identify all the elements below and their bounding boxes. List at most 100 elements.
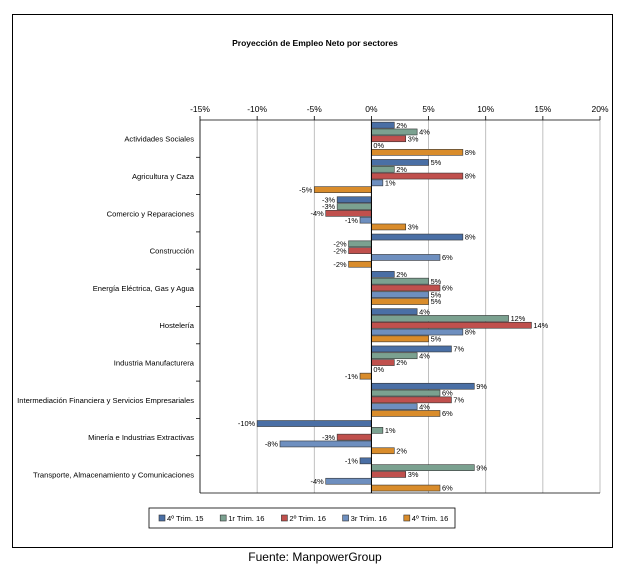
data-label: 3% (408, 223, 419, 232)
data-label: 1% (385, 426, 396, 435)
x-tick-label: 10% (477, 104, 494, 114)
bar (256, 420, 372, 427)
bar (371, 447, 395, 455)
data-label: 6% (442, 409, 453, 418)
x-tick-label: -15% (190, 104, 210, 114)
bar (336, 433, 372, 441)
bar (371, 254, 441, 261)
category-label: Hostelería (159, 321, 194, 330)
data-label: 6% (442, 389, 453, 398)
bar (313, 186, 372, 193)
source-note: Fuente: ManpowerGroup (248, 550, 382, 564)
data-label: 9% (476, 382, 487, 391)
data-label: -2% (333, 239, 347, 248)
axes: -15% -10% -5% 0% 5% 10% 15% 20% Actividades Soci… (17, 104, 609, 494)
bar (371, 345, 452, 353)
bar (348, 260, 372, 268)
legend[interactable]: 4º Trim. 15 1r Trim. 16 2º Trim. 16 3r Trim… (148, 507, 456, 529)
x-tick-label: 20% (591, 104, 608, 114)
bar (371, 389, 441, 397)
legend-swatch[interactable] (342, 514, 349, 522)
bar (371, 321, 532, 329)
data-label: 2% (396, 165, 407, 174)
bar (371, 179, 384, 187)
data-label: 4% (419, 351, 430, 360)
bar (371, 335, 429, 343)
bar (371, 403, 418, 410)
bar (371, 427, 384, 434)
legend-label[interactable]: 4º Trim. 15 (167, 514, 204, 523)
legend-box (148, 507, 456, 529)
legend-swatch[interactable] (158, 514, 166, 522)
data-label: 4% (419, 402, 430, 411)
data-label: -8% (265, 440, 279, 449)
x-tick-label: -5% (307, 104, 323, 114)
data-label: 6% (442, 484, 453, 493)
bar (359, 216, 372, 224)
data-label: 4% (419, 307, 430, 316)
data-label: -2% (333, 246, 347, 255)
bar (359, 372, 372, 380)
category-label: Minería e Industrias Extractivas (88, 433, 194, 442)
data-label: -3% (322, 195, 336, 204)
data-label: 0% (373, 365, 384, 374)
bar (336, 196, 372, 204)
x-tick-label: 0% (365, 104, 378, 114)
data-label: 7% (453, 395, 464, 404)
bar (325, 477, 372, 485)
legend-label[interactable]: 4º Trim. 16 (412, 514, 449, 523)
category-label: Comercio y Reparaciones (107, 209, 195, 218)
bar (371, 396, 452, 404)
data-label: 5% (431, 290, 442, 299)
bar (371, 464, 475, 471)
bar (371, 233, 464, 241)
data-label: 2% (396, 121, 407, 130)
legend-swatch[interactable] (403, 514, 411, 522)
data-label: 8% (465, 328, 476, 337)
category-label: Transporte, Almacenamiento y Comunicacio… (33, 470, 194, 479)
data-label: -3% (322, 202, 336, 211)
category-label: Agricultura y Caza (132, 172, 195, 181)
data-label: 6% (442, 253, 453, 262)
legend-label[interactable]: 1r Trim. 16 (228, 514, 264, 523)
bar (359, 457, 372, 465)
data-label: 8% (465, 172, 476, 181)
data-label: 5% (431, 334, 442, 343)
data-label: 5% (431, 297, 442, 306)
legend-swatch[interactable] (281, 514, 288, 522)
bar (371, 328, 464, 336)
data-label: -4% (311, 209, 325, 218)
bar (371, 484, 441, 492)
category-label: Intermediación Financiera y Servicios Em… (17, 396, 194, 405)
bar (371, 277, 429, 285)
data-label: -10% (238, 419, 256, 428)
data-label: 9% (476, 463, 487, 472)
bar (348, 247, 372, 254)
data-label: 7% (453, 345, 464, 354)
data-label: 3% (408, 470, 419, 479)
legend-label[interactable]: 3r Trim. 16 (351, 514, 387, 523)
bar (371, 291, 429, 299)
data-label: 12% (511, 314, 526, 323)
data-label: -1% (345, 216, 359, 225)
chart-frame (12, 14, 613, 548)
legend-swatch[interactable] (219, 514, 227, 522)
data-label: 0% (373, 141, 384, 150)
bar (371, 271, 395, 278)
bar (348, 240, 372, 248)
data-label: 3% (408, 134, 419, 143)
data-label: 1% (385, 178, 396, 187)
legend-label[interactable]: 2º Trim. 16 (289, 514, 326, 523)
category-label: Construcción (150, 247, 194, 256)
category-label: Industria Manufacturera (114, 358, 195, 367)
bar (371, 471, 407, 478)
data-label: -3% (322, 433, 336, 442)
data-label: 5% (431, 277, 442, 286)
data-label: 5% (431, 158, 442, 167)
data-label: 6% (442, 284, 453, 293)
bar (371, 165, 395, 173)
data-label: -1% (345, 456, 359, 465)
x-tick-label: -10% (247, 104, 267, 114)
bar (371, 121, 395, 129)
